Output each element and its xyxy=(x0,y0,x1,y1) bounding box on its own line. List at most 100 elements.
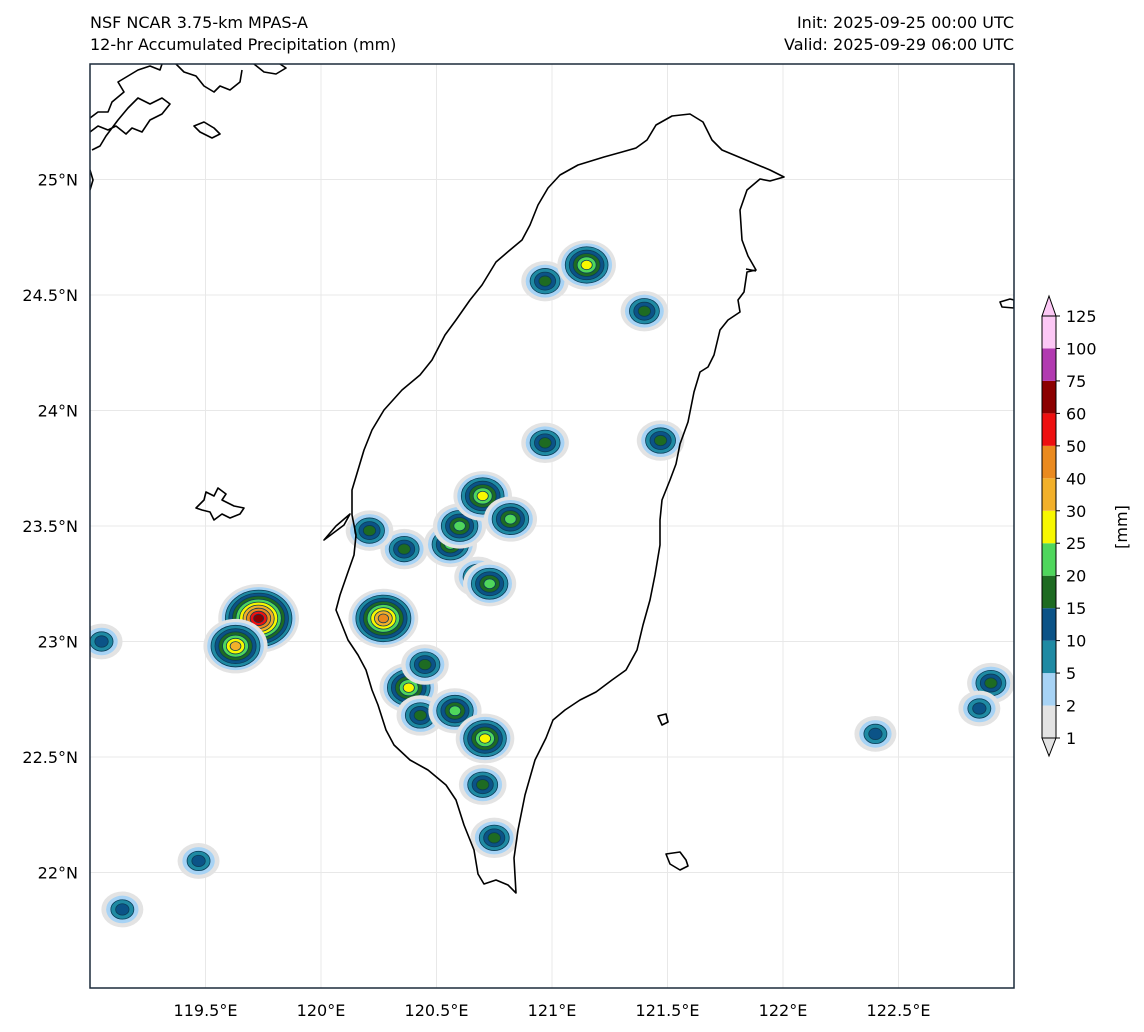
precip-contour xyxy=(397,543,411,555)
coastline-penghu xyxy=(195,487,245,521)
lat-tick-labels: 22°N 22.5°N 23°N 23.5°N 24°N 24.5°N 25°N xyxy=(22,171,78,883)
coastline-yonaguni xyxy=(999,298,1014,309)
precip-cell xyxy=(521,260,569,302)
colorbar-tick-label: 30 xyxy=(1066,502,1086,521)
precip-cell xyxy=(557,240,616,290)
lon-tick-label: 120.5°E xyxy=(405,1001,469,1020)
coastline-taiwan-west-spit xyxy=(323,513,351,541)
colorbar-bin xyxy=(1042,445,1056,479)
map-border xyxy=(89,63,1015,989)
lon-tick-label: 119.5°E xyxy=(174,1001,238,1020)
colorbar-tick-label: 40 xyxy=(1066,469,1086,488)
precip-contour xyxy=(538,275,552,287)
precip-contour xyxy=(402,682,415,693)
colorbar-bin xyxy=(1042,380,1056,414)
colorbar-bin xyxy=(1042,640,1056,674)
lon-tick-label: 122°E xyxy=(759,1001,808,1020)
coastline-taiwan xyxy=(335,113,785,894)
colorbar-bin xyxy=(1042,673,1056,706)
lat-tick-label: 22°N xyxy=(38,864,78,883)
colorbar-extend-max xyxy=(1041,294,1057,317)
precip-cell xyxy=(854,716,897,752)
coastlines xyxy=(90,64,1014,894)
precip-contour xyxy=(538,437,552,449)
title-left: NSF NCAR 3.75-km MPAS-A 12-hr Accumulate… xyxy=(90,12,396,56)
colorbar-tick-label: 25 xyxy=(1066,534,1086,553)
lon-tick-label: 121.5°E xyxy=(636,1001,700,1020)
precip-cell xyxy=(521,422,569,464)
coastline-fujian-islet xyxy=(193,121,221,139)
lon-tick-label: 121°E xyxy=(528,1001,577,1020)
precip-cell xyxy=(348,588,419,649)
precip-cell xyxy=(620,290,669,332)
precip-cell xyxy=(345,510,394,551)
precip-contour xyxy=(483,578,496,590)
precip-contour xyxy=(868,727,883,741)
precipitation-layer xyxy=(90,240,1014,928)
precip-cell xyxy=(483,496,538,542)
precip-contour xyxy=(504,513,517,525)
precip-cell xyxy=(177,843,220,879)
precip-cell xyxy=(455,713,515,764)
precip-contour xyxy=(115,903,130,916)
precip-cell xyxy=(396,695,445,736)
precip-cell xyxy=(203,618,268,674)
colorbar-bin xyxy=(1042,575,1056,609)
precip-cell xyxy=(428,688,482,734)
precip-cell xyxy=(463,561,517,607)
lat-tick-label: 25°N xyxy=(38,171,78,190)
colorbar-bin xyxy=(1042,478,1056,511)
colorbar-bin xyxy=(1042,543,1056,576)
precip-contour xyxy=(453,520,466,532)
precip-cell xyxy=(401,644,449,685)
model-name: NSF NCAR 3.75-km MPAS-A xyxy=(90,13,308,32)
colorbar-bin xyxy=(1042,510,1056,544)
colorbar-tick-label: 20 xyxy=(1066,567,1086,586)
coastline-orchid-island xyxy=(665,851,689,871)
precip-cell xyxy=(380,528,428,570)
precip-contour xyxy=(972,702,987,715)
precip-contour xyxy=(253,613,265,624)
colorbar-tick-label: 2 xyxy=(1066,697,1076,716)
title-right: Init: 2025-09-25 00:00 UTC Valid: 2025-0… xyxy=(784,12,1014,56)
precip-contour xyxy=(476,779,490,791)
precip-cell xyxy=(458,764,507,805)
gridlines xyxy=(90,64,1014,988)
colorbar-outline xyxy=(1041,315,1057,739)
colorbar-tick-label: 5 xyxy=(1066,664,1076,683)
colorbar-label: [mm] xyxy=(1112,505,1131,549)
precip-contour xyxy=(229,641,242,652)
colorbar-tick-label: 100 xyxy=(1066,339,1097,358)
precip-contour xyxy=(413,709,427,722)
colorbar-bin xyxy=(1042,316,1056,349)
precip-cell xyxy=(958,690,1001,727)
valid-time: Valid: 2025-09-29 06:00 UTC xyxy=(783,35,1014,54)
precip-contour xyxy=(94,635,109,648)
precip-contour xyxy=(487,832,501,844)
precip-contour xyxy=(479,733,492,744)
lat-tick-label: 24°N xyxy=(38,402,78,421)
coastline-fujian-islet xyxy=(90,169,94,191)
colorbar-tick-label: 75 xyxy=(1066,372,1086,391)
lat-tick-label: 23.5°N xyxy=(22,517,78,536)
lat-tick-label: 24.5°N xyxy=(22,286,78,305)
colorbar-tick-label: 50 xyxy=(1066,437,1086,456)
colorbar-tick-label: 15 xyxy=(1066,599,1086,618)
init-time: Init: 2025-09-25 00:00 UTC xyxy=(796,13,1014,32)
precip-contour xyxy=(191,854,206,868)
coastline-guishan xyxy=(745,268,757,272)
lat-tick-label: 22.5°N xyxy=(22,748,78,767)
precip-contour xyxy=(418,658,432,671)
precip-cell xyxy=(101,891,144,928)
precip-contour xyxy=(448,705,462,717)
precip-cell xyxy=(470,817,519,859)
colorbar-tick-label: 60 xyxy=(1066,404,1086,423)
colorbar-bin xyxy=(1042,705,1056,738)
field-name: 12-hr Accumulated Precipitation (mm) xyxy=(90,35,397,54)
coastline-green-island xyxy=(657,713,669,726)
colorbar-tick-label: 10 xyxy=(1066,632,1086,651)
colorbar-bin xyxy=(1042,608,1056,641)
colorbar-extend-min xyxy=(1041,737,1057,758)
